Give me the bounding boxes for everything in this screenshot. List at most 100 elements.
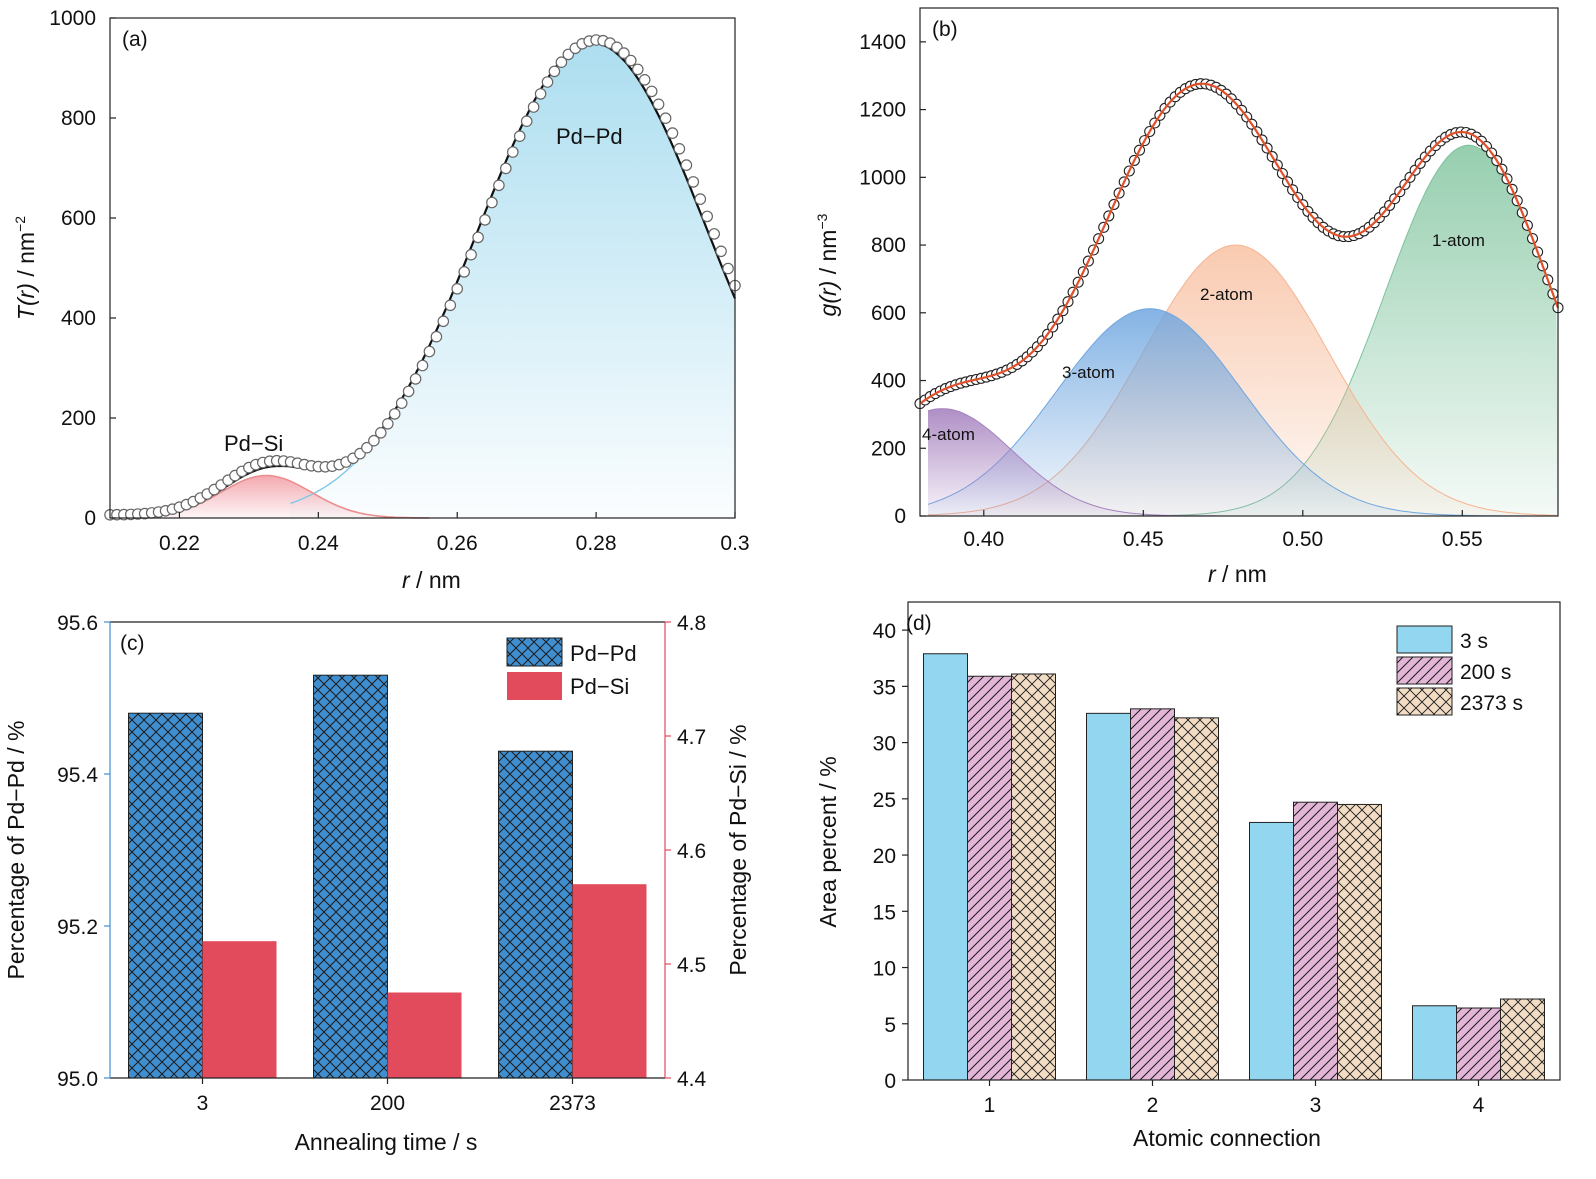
panel-c-ylabel-left: Percentage of Pd−Pd / % bbox=[3, 721, 29, 980]
x-tick-label: 200 bbox=[370, 1092, 405, 1115]
y-tick-label: 15 bbox=[873, 901, 896, 924]
legend-pdpd-label: Pd−Pd bbox=[570, 641, 637, 666]
data-point bbox=[527, 101, 540, 113]
data-point bbox=[374, 426, 387, 439]
y-tick-label: 600 bbox=[61, 207, 96, 230]
atom4-label: 4-atom bbox=[922, 425, 975, 444]
data-point bbox=[624, 54, 637, 67]
data-point bbox=[430, 330, 443, 343]
x-tick-label: 1 bbox=[984, 1094, 996, 1117]
y-tick-label: 1000 bbox=[859, 166, 906, 189]
y-tick-label: 20 bbox=[873, 845, 896, 868]
x-tick-label: 4 bbox=[1473, 1094, 1485, 1117]
data-point bbox=[513, 130, 526, 142]
atom3-label: 3-atom bbox=[1062, 363, 1115, 382]
panel-d-xlabel: Atomic connection bbox=[1133, 1125, 1321, 1151]
bar-3s bbox=[1086, 712, 1131, 1081]
bar-200s bbox=[1456, 1007, 1501, 1081]
data-point bbox=[520, 115, 533, 127]
x-tick-label: 0.24 bbox=[298, 532, 339, 555]
legend-2373s-swatch bbox=[1396, 687, 1453, 716]
bar-2373s bbox=[1337, 803, 1382, 1081]
data-point bbox=[673, 143, 686, 155]
data-point bbox=[486, 196, 498, 209]
data-point bbox=[479, 214, 491, 226]
data-point bbox=[388, 408, 401, 420]
y-tick-label: 800 bbox=[871, 234, 906, 257]
data-point bbox=[715, 245, 727, 258]
legend-pdsi-swatch bbox=[507, 672, 562, 700]
data-point bbox=[444, 299, 457, 312]
bar-200s bbox=[1293, 801, 1338, 1081]
bar-2373s bbox=[1011, 673, 1056, 1081]
panel-d-frame bbox=[907, 601, 1561, 1081]
panel-d-tag: (d) bbox=[906, 612, 932, 635]
data-point bbox=[541, 76, 554, 88]
data-point bbox=[451, 282, 463, 295]
y-tick-label: 1000 bbox=[49, 7, 96, 30]
y-tick-right-label: 4.8 bbox=[677, 612, 706, 635]
data-point bbox=[368, 434, 380, 447]
legend-2373s-label: 2373 s bbox=[1460, 692, 1523, 715]
data-point bbox=[680, 159, 693, 171]
data-point bbox=[659, 112, 672, 124]
y-tick-left-label: 95.2 bbox=[57, 916, 98, 939]
atom1-area bbox=[927, 145, 1558, 516]
y-tick-label: 0 bbox=[894, 505, 906, 528]
pdsi-peak-label: Pd−Si bbox=[224, 431, 283, 456]
y-tick-left-label: 95.0 bbox=[57, 1068, 98, 1091]
atom3-line bbox=[927, 308, 1557, 517]
data-point bbox=[618, 47, 630, 59]
panel-c-ylabel-right: Percentage of Pd−Si / % bbox=[725, 724, 751, 975]
panel-c-xlabel: Annealing time / s bbox=[295, 1129, 478, 1155]
data-point bbox=[666, 127, 679, 139]
bar-pdsi bbox=[202, 941, 277, 1078]
x-tick-label: 2 bbox=[1147, 1094, 1159, 1117]
data-point bbox=[465, 248, 477, 261]
atom3-area bbox=[927, 308, 1558, 516]
panel-b: 0.40 0.45 0.50 0.55 0 200 400 600 800 1000 1200 140… bbox=[814, 7, 1564, 587]
data-point bbox=[555, 56, 568, 68]
y-tick-label: 1200 bbox=[859, 99, 906, 122]
bar-3s bbox=[1249, 821, 1294, 1081]
panel-b-frame bbox=[919, 7, 1559, 517]
y-tick-left-label: 95.4 bbox=[57, 764, 98, 787]
data-point bbox=[402, 385, 415, 398]
bar-200s bbox=[967, 675, 1012, 1081]
data-point bbox=[423, 345, 436, 358]
data-point bbox=[458, 266, 470, 278]
atom4-area bbox=[927, 408, 1558, 516]
x-tick-label: 0.50 bbox=[1282, 528, 1323, 551]
bar-3s bbox=[923, 653, 968, 1081]
panel-b-xlabel: r / nm bbox=[1208, 561, 1267, 587]
legend-pdpd-swatch bbox=[506, 637, 563, 667]
y-tick-label: 0 bbox=[84, 507, 96, 530]
bar-200s bbox=[1130, 708, 1175, 1081]
panel-c-tag: (c) bbox=[120, 632, 145, 655]
panel-a-tag: (a) bbox=[122, 28, 148, 51]
total-fit-curve bbox=[919, 82, 1560, 405]
data-point bbox=[361, 441, 373, 454]
panel-a: 0.22 0.24 0.26 0.28 0.3 0 200 400 600 800 1000 (a)… bbox=[12, 7, 750, 593]
y-tick-right-label: 4.6 bbox=[677, 840, 706, 863]
atom2-label: 2-atom bbox=[1200, 285, 1253, 304]
legend-3s-label: 3 s bbox=[1460, 630, 1488, 653]
y-tick-label: 800 bbox=[61, 107, 96, 130]
y-tick-label: 40 bbox=[873, 620, 896, 643]
legend-200s-swatch bbox=[1396, 656, 1453, 685]
data-point bbox=[472, 231, 484, 244]
data-point bbox=[687, 176, 700, 188]
data-point bbox=[631, 63, 644, 76]
pdsi-peak-area bbox=[169, 475, 440, 518]
y-tick-label: 400 bbox=[61, 307, 96, 330]
data-point bbox=[694, 193, 707, 205]
y-tick-label: 400 bbox=[871, 370, 906, 393]
y-tick-label: 35 bbox=[873, 676, 896, 699]
x-tick-label: 0.22 bbox=[159, 532, 200, 555]
panel-a-frame bbox=[109, 17, 736, 519]
y-tick-label: 25 bbox=[873, 789, 896, 812]
bar-pdsi bbox=[572, 884, 647, 1078]
data-point bbox=[381, 417, 394, 430]
y-tick-label: 5 bbox=[884, 1014, 896, 1037]
